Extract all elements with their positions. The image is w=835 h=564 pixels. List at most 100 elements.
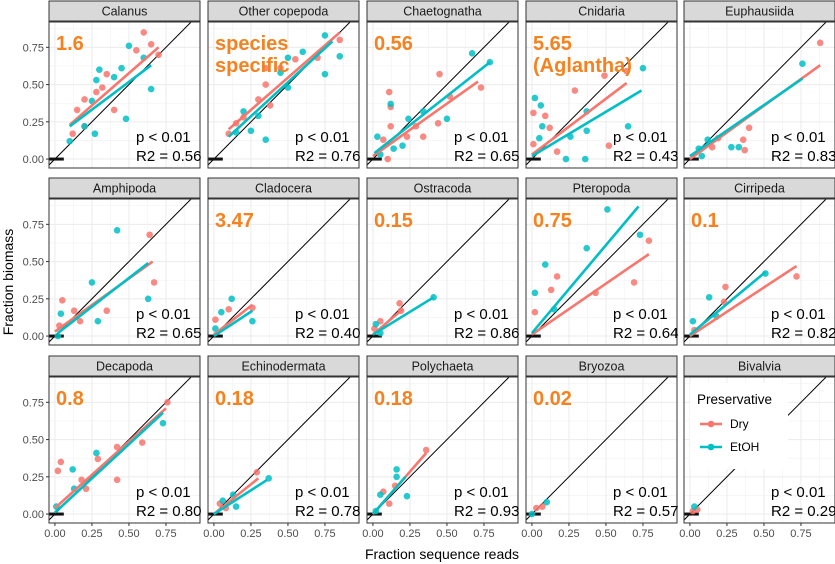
data-point-dry — [262, 81, 270, 88]
panel-border — [683, 376, 835, 524]
data-point-etoh — [531, 94, 539, 102]
data-point-dry — [262, 64, 270, 72]
data-point-etoh — [583, 244, 590, 252]
data-point-dry — [745, 124, 753, 132]
data-point-etoh — [691, 503, 698, 510]
identity-line — [208, 377, 351, 521]
data-point-dry — [292, 55, 299, 63]
panel-annotation: 0.8 — [56, 388, 84, 410]
panel-marks — [367, 22, 510, 166]
facet-strip — [48, 0, 201, 22]
fit-line-etoh — [227, 40, 334, 138]
data-point-etoh — [88, 279, 96, 286]
data-point-dry — [645, 237, 653, 245]
data-point-dry — [59, 297, 66, 304]
identity-line — [526, 199, 669, 343]
p-value-label: p < 0.01 — [454, 129, 509, 146]
data-point-dry — [225, 305, 233, 313]
facet-panel-bryozoa: Bryozoa 0.02 p < 0.01 R2 = 0.57 0.00 0.25 0.50… — [521, 355, 678, 540]
data-point-dry — [546, 124, 553, 132]
fit-line-dry — [372, 80, 479, 158]
panel-marks — [208, 377, 351, 521]
facet-strip-label: Other copepoda — [239, 5, 329, 19]
data-point-dry — [601, 72, 608, 79]
data-point-etoh — [336, 52, 344, 60]
fit-line-etoh — [68, 64, 152, 128]
facet-panel-polychaeta: Polychaeta 0.18 p < 0.01 R2 = 0.93 0.00 0.25 0… — [362, 355, 519, 540]
data-point-etoh — [240, 108, 247, 115]
data-point-dry — [54, 467, 62, 475]
data-point-dry — [477, 84, 485, 91]
data-point-etoh — [393, 466, 400, 473]
panel-marks — [208, 199, 351, 343]
data-point-etoh — [639, 64, 647, 72]
legend-key-point — [707, 420, 715, 428]
facet-strip-label: Polychaeta — [412, 360, 474, 374]
data-point-dry — [816, 39, 824, 47]
legend-label: Dry — [730, 417, 749, 431]
x-tick-label: 0.50 — [753, 528, 774, 540]
legend-key-point — [707, 443, 715, 451]
x-tick-label: 0.25 — [716, 528, 737, 540]
r2-label: R2 = 0.43 — [613, 148, 678, 165]
panel-background — [684, 199, 835, 345]
data-point-etoh — [118, 64, 125, 72]
panel-border — [48, 198, 201, 346]
data-point-etoh — [689, 317, 697, 325]
panel-annotation: 0.56 — [374, 33, 413, 55]
data-point-dry — [436, 70, 443, 78]
data-point-etoh — [799, 60, 806, 68]
x-tick-label: 0.25 — [399, 528, 420, 540]
data-point-etoh — [96, 66, 103, 73]
p-value-label: p < 0.01 — [454, 306, 509, 323]
x-tick-label: 0.75 — [314, 528, 335, 540]
x-tick-label: 0.50 — [595, 528, 616, 540]
data-point-dry — [385, 500, 393, 507]
data-point-dry — [419, 133, 427, 141]
p-value-label: p < 0.01 — [613, 484, 668, 501]
panel-annotation: (Aglantha) — [533, 55, 632, 77]
facet-strip-label: Cladocera — [255, 182, 312, 196]
x-tick-label: 0.75 — [155, 528, 176, 540]
data-point-etoh — [390, 145, 397, 152]
fit-line-dry — [54, 407, 167, 510]
data-point-dry — [793, 273, 800, 280]
p-value-label: p < 0.01 — [454, 484, 509, 501]
p-value-label: p < 0.01 — [771, 129, 826, 146]
panel-border — [366, 376, 519, 524]
r2-label: R2 = 0.57 — [613, 503, 678, 520]
data-point-etoh — [372, 320, 380, 328]
facet-strip-label: Bivalvia — [738, 360, 781, 374]
panel-marks — [49, 199, 192, 343]
fit-line-etoh — [372, 296, 435, 336]
facet-strip-label: Cirripeda — [734, 182, 785, 196]
data-point-etoh — [91, 130, 99, 138]
data-point-etoh — [147, 85, 155, 93]
data-point-dry — [147, 41, 155, 48]
p-value-label: p < 0.01 — [771, 484, 826, 501]
panel-border — [207, 198, 360, 346]
r2-label: R2 = 0.80 — [136, 503, 201, 520]
panel-background — [367, 199, 518, 345]
y-tick-label: 0.25 — [23, 117, 44, 129]
p-value-label: p < 0.01 — [136, 484, 191, 501]
facet-strip — [683, 177, 835, 199]
fit-line-etoh — [57, 262, 149, 335]
facet-strip — [207, 177, 360, 199]
data-point-dry — [103, 307, 111, 315]
r2-label: R2 = 0.29 — [771, 503, 835, 520]
r2-label: R2 = 0.93 — [454, 503, 519, 520]
facet-strip — [525, 355, 678, 377]
data-point-dry — [434, 120, 442, 127]
data-point-etoh — [604, 206, 611, 213]
data-point-dry — [266, 102, 274, 109]
p-value-label: p < 0.01 — [295, 484, 350, 501]
data-point-dry — [94, 455, 102, 463]
data-point-dry — [605, 142, 613, 149]
data-point-etoh — [543, 498, 551, 506]
y-tick-label: 0.50 — [23, 435, 44, 447]
panel-border — [683, 21, 835, 169]
facet-panel-cnidaria: Cnidaria 5.65(Aglantha) p < 0.01 R2 = 0.43 — [525, 0, 678, 169]
facet-panel-euphausiida: Euphausiida p < 0.01 R2 = 0.83 — [683, 0, 835, 169]
